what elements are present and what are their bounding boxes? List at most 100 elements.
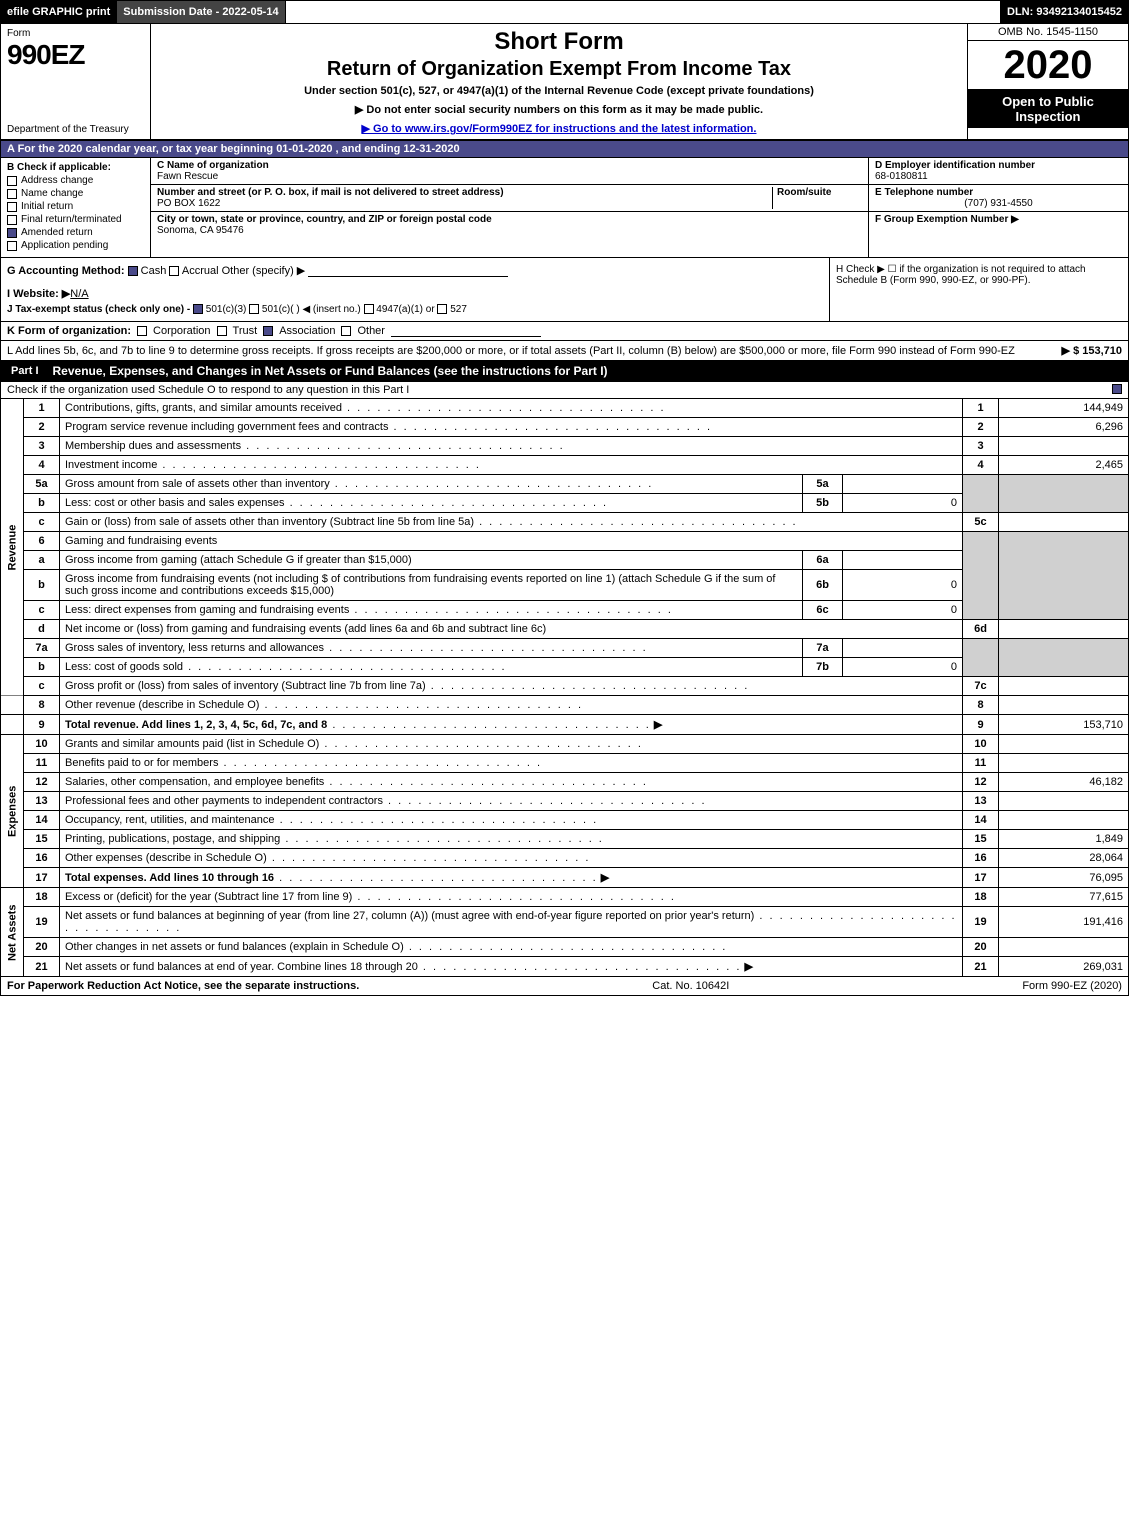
table-row: Net Assets 18 Excess or (deficit) for th… <box>1 888 1129 907</box>
checkbox-icon[interactable] <box>263 326 273 336</box>
line-num: 16 <box>24 849 60 868</box>
gh-row: G Accounting Method: Cash Accrual Other … <box>0 258 1129 322</box>
line-col: 6d <box>963 620 999 639</box>
form-number: 990EZ <box>7 39 144 71</box>
line-desc: Excess or (deficit) for the year (Subtra… <box>65 891 352 903</box>
line-desc: Occupancy, rent, utilities, and maintena… <box>65 814 275 826</box>
checkbox-icon[interactable] <box>1112 384 1122 394</box>
table-row: b Less: cost or other basis and sales ex… <box>1 494 1129 513</box>
checkbox-icon[interactable] <box>137 326 147 336</box>
website-label: I Website: ▶ <box>7 288 70 300</box>
chk-label: Address change <box>21 175 93 186</box>
line-col: 19 <box>963 907 999 938</box>
chk-address-change[interactable]: Address change <box>7 175 144 186</box>
table-row: b Less: cost of goods sold 7b 0 <box>1 658 1129 677</box>
line-num: 21 <box>24 957 60 977</box>
chk-application-pending[interactable]: Application pending <box>7 240 144 251</box>
checkbox-icon[interactable] <box>128 266 138 276</box>
checkbox-icon[interactable] <box>437 304 447 314</box>
table-row: 7a Gross sales of inventory, less return… <box>1 639 1129 658</box>
sub-col: 5a <box>803 475 843 494</box>
table-row: Expenses 10 Grants and similar amounts p… <box>1 735 1129 754</box>
line-i: I Website: ▶N/A <box>7 287 823 300</box>
group-exemption-label: F Group Exemption Number ▶ <box>875 214 1122 225</box>
opt-501c3: 501(c)(3) <box>206 304 247 315</box>
opt-4947: 4947(a)(1) or <box>376 304 434 315</box>
line-amount: 46,182 <box>999 773 1129 792</box>
chk-label: Application pending <box>21 240 108 251</box>
table-row: 17 Total expenses. Add lines 10 through … <box>1 868 1129 888</box>
checkbox-icon[interactable] <box>7 189 17 199</box>
table-row: 6 Gaming and fundraising events <box>1 532 1129 551</box>
short-form-title: Short Form <box>159 28 959 56</box>
table-row: 3 Membership dues and assessments 3 <box>1 437 1129 456</box>
line-amount <box>999 513 1129 532</box>
tax-exempt-label: J Tax-exempt status (check only one) - <box>7 304 190 315</box>
box-h: H Check ▶ ☐ if the organization is not r… <box>829 258 1129 322</box>
accrual-label: Accrual <box>182 265 219 277</box>
sub-val: 0 <box>843 601 963 620</box>
header-right: OMB No. 1545-1150 2020 Open to Public In… <box>968 24 1128 139</box>
schedule-o-check-row: Check if the organization used Schedule … <box>0 382 1129 399</box>
table-row: b Gross income from fundraising events (… <box>1 570 1129 601</box>
checkbox-icon[interactable] <box>7 176 17 186</box>
opt-corp: Corporation <box>153 325 210 337</box>
checkbox-icon[interactable] <box>7 228 17 238</box>
form-header: Form 990EZ Department of the Treasury Sh… <box>0 24 1129 141</box>
line-num: a <box>24 551 60 570</box>
table-row: Revenue 1 Contributions, gifts, grants, … <box>1 399 1129 418</box>
street-row: Number and street (or P. O. box, if mail… <box>151 185 868 212</box>
goto-link-text[interactable]: ▶ Go to www.irs.gov/Form990EZ for instru… <box>362 123 757 135</box>
table-row: 11 Benefits paid to or for members 11 <box>1 754 1129 773</box>
checkbox-icon[interactable] <box>7 215 17 225</box>
table-row: 9 Total revenue. Add lines 1, 2, 3, 4, 5… <box>1 715 1129 735</box>
line-a-period: A For the 2020 calendar year, or tax yea… <box>0 141 1129 158</box>
chk-initial-return[interactable]: Initial return <box>7 201 144 212</box>
checkbox-icon[interactable] <box>364 304 374 314</box>
line-amount <box>999 677 1129 696</box>
line-amount <box>999 735 1129 754</box>
line-num: 20 <box>24 938 60 957</box>
chk-name-change[interactable]: Name change <box>7 188 144 199</box>
checkbox-icon[interactable] <box>193 304 203 314</box>
line-desc: Benefits paid to or for members <box>65 757 218 769</box>
line-desc: Other expenses (describe in Schedule O) <box>65 852 267 864</box>
checkbox-icon[interactable] <box>7 202 17 212</box>
table-row: 4 Investment income 4 2,465 <box>1 456 1129 475</box>
line-num: 17 <box>24 868 60 888</box>
line-desc: Less: direct expenses from gaming and fu… <box>65 604 349 616</box>
line-desc: Other revenue (describe in Schedule O) <box>65 699 259 711</box>
line-num: 11 <box>24 754 60 773</box>
checkbox-icon[interactable] <box>217 326 227 336</box>
arrow-icon: ▶ <box>601 872 609 884</box>
ein-label: D Employer identification number <box>875 160 1122 171</box>
city-row: City or town, state or province, country… <box>151 212 868 238</box>
footer-mid: Cat. No. 10642I <box>652 980 729 992</box>
checkbox-icon[interactable] <box>7 241 17 251</box>
line-col: 9 <box>963 715 999 735</box>
org-name-value: Fawn Rescue <box>157 171 862 182</box>
line-amount <box>999 938 1129 957</box>
chk-final-return[interactable]: Final return/terminated <box>7 214 144 225</box>
efile-label[interactable]: efile GRAPHIC print <box>1 1 117 23</box>
chk-amended-return[interactable]: Amended return <box>7 227 144 238</box>
table-row: c Gross profit or (loss) from sales of i… <box>1 677 1129 696</box>
checkbox-icon[interactable] <box>169 266 179 276</box>
box-c: C Name of organization Fawn Rescue Numbe… <box>151 158 868 257</box>
checkbox-icon[interactable] <box>249 304 259 314</box>
line-amount: 153,710 <box>999 715 1129 735</box>
line-desc: Gross income from fundraising events (no… <box>65 573 775 597</box>
line-num: c <box>24 677 60 696</box>
goto-link[interactable]: ▶ Go to www.irs.gov/Form990EZ for instru… <box>159 122 959 135</box>
sub-col: 6c <box>803 601 843 620</box>
department-label: Department of the Treasury <box>7 124 144 135</box>
other-org-input[interactable] <box>391 325 541 337</box>
line-col: 3 <box>963 437 999 456</box>
line-desc: Gross amount from sale of assets other t… <box>65 478 330 490</box>
street-value: PO BOX 1622 <box>157 198 772 209</box>
opt-trust: Trust <box>233 325 258 337</box>
city-label: City or town, state or province, country… <box>157 214 862 225</box>
checkbox-icon[interactable] <box>341 326 351 336</box>
other-input[interactable] <box>308 265 508 277</box>
line-amount <box>999 620 1129 639</box>
